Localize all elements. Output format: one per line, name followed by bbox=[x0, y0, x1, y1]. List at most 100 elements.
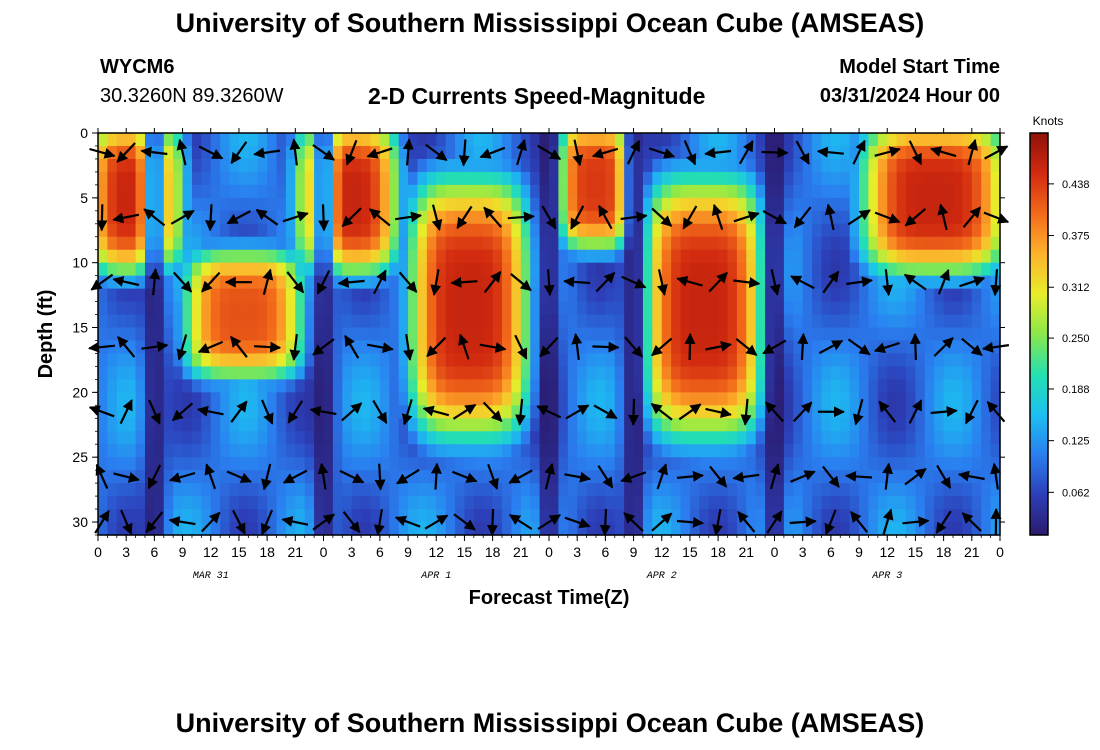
heatmap-cell bbox=[417, 197, 428, 212]
current-arrow bbox=[628, 398, 640, 426]
heatmap-cell bbox=[201, 197, 212, 212]
heatmap-cell bbox=[511, 444, 522, 458]
heatmap-cell bbox=[314, 184, 325, 199]
heatmap-cell bbox=[821, 366, 832, 380]
heatmap-cell bbox=[248, 288, 259, 303]
heatmap-cell bbox=[633, 171, 644, 186]
heatmap-cell bbox=[755, 223, 766, 238]
heatmap-cell bbox=[483, 353, 494, 368]
heatmap-cell bbox=[135, 314, 146, 329]
heatmap-cell bbox=[445, 223, 456, 238]
current-arrow bbox=[89, 147, 116, 159]
heatmap-cell bbox=[445, 327, 456, 342]
heatmap-cell bbox=[577, 288, 588, 303]
current-arrow bbox=[318, 204, 330, 232]
heatmap-cell bbox=[586, 145, 597, 160]
heatmap-cell bbox=[558, 470, 569, 484]
heatmap-cell bbox=[595, 288, 606, 303]
heatmap-cell bbox=[229, 184, 240, 199]
heatmap-cell bbox=[314, 314, 325, 329]
heatmap-cell bbox=[332, 197, 343, 212]
current-arrow bbox=[198, 145, 224, 160]
heatmap-cell bbox=[981, 366, 992, 380]
heatmap-cell bbox=[727, 340, 738, 355]
heatmap-cell bbox=[248, 470, 259, 484]
heatmap-cell bbox=[135, 392, 146, 406]
heatmap-cell bbox=[708, 275, 719, 290]
heatmap-cell bbox=[351, 145, 362, 160]
heatmap-cell bbox=[605, 145, 616, 160]
heatmap-cell bbox=[981, 483, 992, 497]
heatmap-cell bbox=[774, 158, 785, 173]
heatmap-cell bbox=[962, 366, 973, 380]
heatmap-cell bbox=[783, 197, 794, 212]
heatmap-cell bbox=[144, 379, 155, 393]
heatmap-cell bbox=[398, 340, 409, 355]
current-arrow bbox=[986, 401, 1006, 423]
heatmap-cell bbox=[783, 340, 794, 355]
heatmap-cell bbox=[830, 197, 841, 212]
heatmap-cell bbox=[567, 197, 578, 212]
current-arrow bbox=[650, 402, 673, 421]
heatmap-cell bbox=[699, 197, 710, 212]
heatmap-cell bbox=[971, 249, 982, 264]
heatmap-cell bbox=[276, 210, 287, 225]
heatmap-cell bbox=[567, 262, 578, 277]
current-arrow bbox=[262, 268, 274, 295]
heatmap-cell bbox=[464, 496, 475, 510]
heatmap-cell bbox=[971, 483, 982, 497]
heatmap-cell bbox=[680, 444, 691, 458]
heatmap-cell bbox=[379, 197, 390, 212]
heatmap-cell bbox=[896, 483, 907, 497]
heatmap-cell bbox=[680, 145, 691, 160]
heatmap-cell bbox=[135, 444, 146, 458]
heatmap-cell bbox=[502, 145, 513, 160]
heatmap-cell bbox=[135, 236, 146, 251]
heatmap-cell bbox=[163, 236, 174, 251]
heatmap-cell bbox=[276, 392, 287, 406]
heatmap-cell bbox=[586, 496, 597, 510]
heatmap-cell bbox=[671, 275, 682, 290]
heatmap-cell bbox=[257, 249, 268, 264]
heatmap-cell bbox=[971, 418, 982, 432]
heatmap-cell bbox=[765, 262, 776, 277]
heatmap-cell bbox=[389, 301, 400, 316]
heatmap-cell bbox=[351, 418, 362, 432]
heatmap-cell bbox=[436, 353, 447, 368]
heatmap-cell bbox=[887, 133, 898, 147]
current-arrow bbox=[508, 469, 533, 484]
heatmap-cell bbox=[549, 522, 559, 536]
current-arrow bbox=[543, 269, 555, 297]
heatmap-cell bbox=[830, 262, 841, 277]
heatmap-cell bbox=[633, 392, 644, 406]
heatmap-cell bbox=[238, 158, 249, 173]
heatmap-cell bbox=[802, 418, 813, 432]
heatmap-cell bbox=[718, 444, 729, 458]
heatmap-cell bbox=[107, 327, 118, 342]
heatmap-cell bbox=[689, 197, 700, 212]
colorbar-tick-label: 0.250 bbox=[1062, 333, 1090, 345]
heatmap-cell bbox=[379, 418, 390, 432]
current-arrow bbox=[570, 205, 585, 230]
heatmap-cell bbox=[361, 457, 372, 471]
heatmap-cell bbox=[445, 431, 456, 445]
current-arrow bbox=[230, 400, 248, 423]
current-arrow bbox=[591, 147, 619, 159]
heatmap-cell bbox=[370, 353, 381, 368]
heatmap-cell bbox=[624, 158, 635, 173]
heatmap-cell bbox=[924, 210, 935, 225]
heatmap-cell bbox=[107, 522, 118, 536]
heatmap-cell bbox=[530, 288, 541, 303]
heatmap-cell bbox=[840, 483, 851, 497]
current-arrow bbox=[676, 470, 704, 482]
heatmap-cell bbox=[981, 470, 992, 484]
heatmap-cell bbox=[887, 418, 898, 432]
heatmap-cell bbox=[877, 262, 888, 277]
heatmap-cell bbox=[530, 444, 541, 458]
heatmap-cell bbox=[783, 444, 794, 458]
heatmap-cell bbox=[332, 509, 343, 523]
heatmap-cell bbox=[426, 236, 437, 251]
heatmap-cell bbox=[135, 275, 146, 290]
current-arrow bbox=[117, 336, 136, 358]
heatmap-cell bbox=[182, 457, 193, 471]
